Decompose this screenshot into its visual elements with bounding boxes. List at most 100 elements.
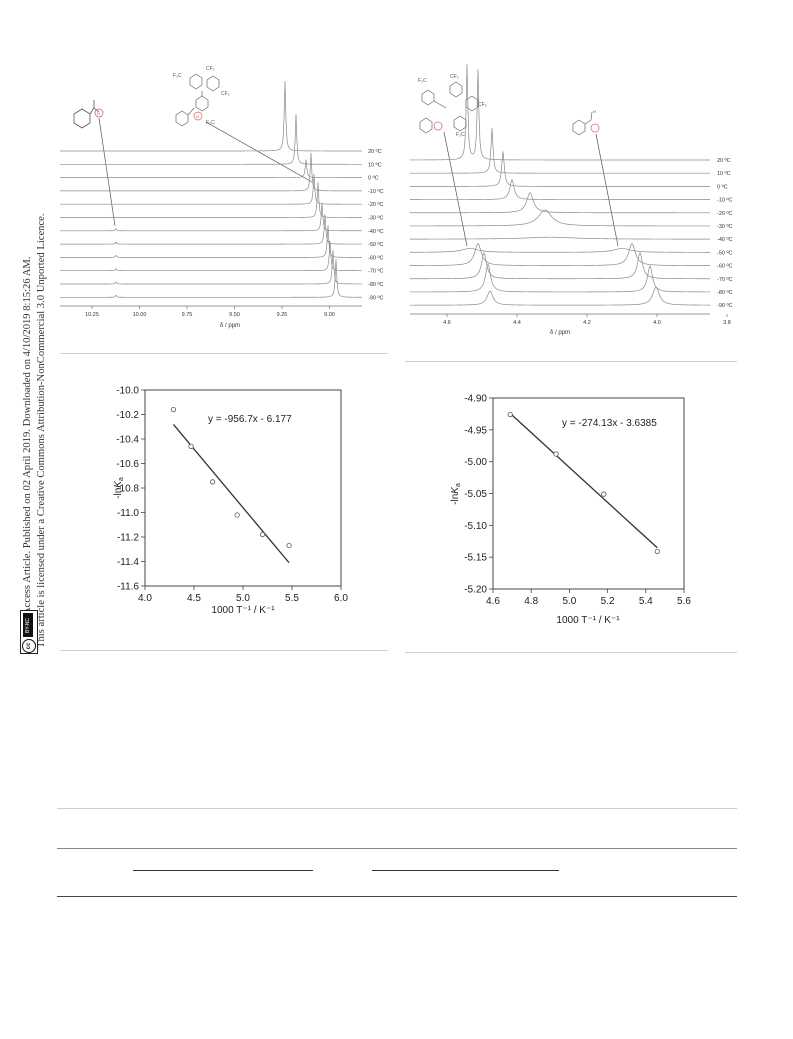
h-label: H <box>97 111 100 116</box>
temperature-label: -10 ºC <box>368 188 383 195</box>
temperature-label: -40 ºC <box>368 228 383 235</box>
x-tick-label: 10.25 <box>85 312 99 318</box>
y-axis-label: -lnKa <box>450 483 462 505</box>
y-tick-label: -10.0 <box>116 386 139 397</box>
y-axis-label: -lnKa <box>113 477 125 499</box>
data-point <box>654 548 660 555</box>
nmr-trace <box>60 249 363 285</box>
x-tick-label: 4.6 <box>486 596 500 607</box>
nmr-trace <box>60 240 363 272</box>
temperature-label: 20 ºC <box>368 148 382 155</box>
y-tick-label: -5.20 <box>464 585 487 596</box>
x-tick-label: 5.0 <box>236 593 250 604</box>
molecule-borane-adduct-right <box>419 81 479 134</box>
y-tick-label: -5.15 <box>464 553 487 564</box>
data-point <box>234 512 240 518</box>
data-point <box>259 531 266 538</box>
axis-ticks: 4.6 4.8 5.0 5.2 5.4 5.6 -4.90 -4.95 -5.00 -5.05 -5… <box>464 394 691 608</box>
temperature-label: -40 ºC <box>717 236 732 243</box>
x-tick-label: 4.4 <box>513 320 521 326</box>
x-tick-label: 6.0 <box>334 593 348 604</box>
x-tick-label: 5.0 <box>562 596 576 607</box>
nmr-trace <box>409 248 710 253</box>
table-bottom-rule <box>57 896 737 897</box>
temperature-labels: 20 ºC 10 ºC 0 ºC -10 ºC -20 ºC -30 ºC -40 ºC -5… <box>717 157 732 309</box>
divider <box>60 353 388 354</box>
table-header-rule <box>133 870 313 871</box>
nmr-trace <box>409 192 710 214</box>
cf3-label: F₃C <box>206 120 215 126</box>
x-ticks: 10.25 10.00 9.75 9.50 9.25 9.00 <box>85 306 335 318</box>
x-tick-label: 4.2 <box>583 320 591 326</box>
scatter-plot-left: 4.0 4.5 5.0 5.5 6.0 -10.0 -10.2 -10.4 -10.6 -10.8… <box>113 386 348 617</box>
temperature-label: -70 ºC <box>717 276 732 283</box>
nmr-trace <box>60 174 362 205</box>
temperature-label: 0 ºC <box>717 183 728 190</box>
nmr-trace <box>60 202 362 232</box>
temperature-label: -90 ºC <box>368 294 383 301</box>
nmr-trace <box>60 152 362 192</box>
nmr-spectrum-right: F₃C CF₃ CF₃ F₃C H 20 ºC 10 ºC 0 ºC -10 ºC -2… <box>409 64 732 336</box>
table-top-rule <box>57 848 737 849</box>
data-point <box>286 542 292 549</box>
nmr-trace <box>409 243 711 266</box>
temperature-label: -30 ºC <box>717 223 732 230</box>
nmr-trace <box>409 64 710 161</box>
cc-license-badge[interactable]: BY-NC cc <box>20 610 38 654</box>
y-tick-label: -10.6 <box>116 459 139 470</box>
cf3-label: F₃C <box>173 73 182 79</box>
temperature-label: -60 ºC <box>368 254 383 261</box>
temperature-label: 20 ºC <box>717 157 731 164</box>
nmr-trace <box>409 286 711 306</box>
x-axis-label: 1000 T⁻¹ / K⁻¹ <box>211 605 275 616</box>
fit-line <box>509 412 658 549</box>
temperature-label: -50 ºC <box>717 249 732 256</box>
assignment-arrow <box>205 121 313 183</box>
y-tick-label: -11.4 <box>117 557 139 568</box>
temperature-label: -10 ºC <box>717 197 732 204</box>
divider <box>60 650 388 651</box>
nmr-trace <box>409 209 710 227</box>
nmr-trace <box>409 262 710 293</box>
y-tick-label: -10.2 <box>116 410 139 421</box>
divider <box>405 361 737 362</box>
nmr-trace <box>409 128 710 174</box>
y-tick-label: -10.8 <box>116 484 139 495</box>
x-tick-label: 10.00 <box>133 312 147 318</box>
divider <box>405 652 737 653</box>
cf3-label: F₃C <box>456 132 465 138</box>
nmr-traces <box>409 64 711 306</box>
x-tick-label: 5.5 <box>285 593 299 604</box>
y-tick-label: -4.90 <box>464 394 487 405</box>
cf3-label: CF₃ <box>478 102 487 108</box>
y-tick-label: -10.4 <box>116 435 139 446</box>
data-point <box>507 411 513 418</box>
nmr-trace <box>60 214 362 245</box>
temperature-label: 10 ºC <box>717 170 731 177</box>
y-tick-label: -11.6 <box>117 582 139 593</box>
x-tick-label: 3.8 <box>723 320 731 326</box>
temperature-label: -60 ºC <box>717 263 732 270</box>
molecule-alkoxide-right <box>572 111 600 136</box>
table-header-rule <box>372 870 559 871</box>
y-tick-label: -11.0 <box>117 508 139 519</box>
nmr-traces <box>60 80 363 298</box>
license-sidebar: Open Access Article. Published on 02 Apr… <box>0 0 47 660</box>
x-tick-label: 9.25 <box>277 312 288 318</box>
data-point <box>553 451 559 457</box>
x-tick-label: 4.0 <box>653 320 661 326</box>
nmr-trace <box>60 182 363 218</box>
y-tick-label: -5.10 <box>464 521 487 532</box>
y-tick-label: -5.05 <box>464 489 487 500</box>
temperature-label: -80 ºC <box>717 289 732 296</box>
assignment-arrow <box>98 117 116 227</box>
cf3-label: CF₃ <box>206 66 215 72</box>
x-tick-label: 4.8 <box>524 596 538 607</box>
data-marks <box>170 406 292 564</box>
temperature-labels: 20 ºC 10 ºC 0 ºC -10 ºC -20 ºC -30 ºC -40 ºC -5… <box>368 148 383 301</box>
data-marks <box>507 411 660 555</box>
nmr-trace <box>409 178 710 200</box>
nmr-trace <box>60 225 362 258</box>
x-tick-label: 5.6 <box>677 596 691 607</box>
y-tick-label: -5.00 <box>464 457 487 468</box>
